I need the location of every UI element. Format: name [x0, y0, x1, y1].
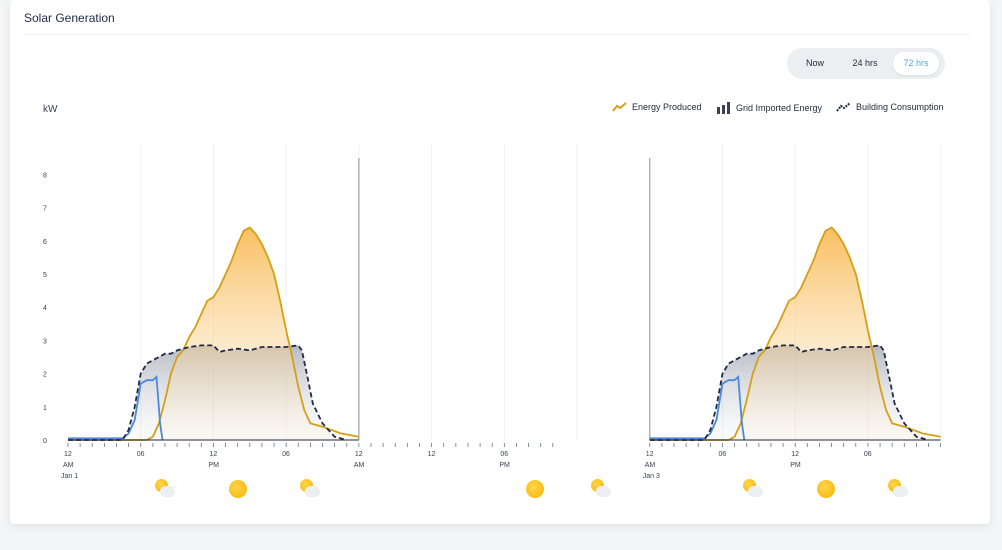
sun-icon — [815, 478, 837, 500]
partly-sunny-icon — [742, 478, 764, 500]
legend-label-produced: Energy Produced — [632, 102, 702, 112]
cloud-shape — [596, 486, 612, 497]
range-now-button[interactable]: Now — [805, 58, 824, 68]
y-tick-label: 2 — [43, 372, 47, 379]
produced-area — [649, 227, 941, 440]
energy-produced-icon — [612, 102, 627, 112]
x-tick-label: 12 — [428, 451, 436, 458]
partly-sunny-icon — [299, 478, 321, 500]
y-axis-ticks: 0 1 2 3 4 5 6 7 8 — [43, 172, 47, 445]
x-tick-label: 12 — [64, 451, 72, 458]
legend-label-grid: Grid Imported Energy — [736, 103, 823, 113]
y-tick-label: 8 — [43, 172, 47, 179]
cloud-shape — [893, 486, 909, 497]
partly-sunny-icon — [887, 478, 909, 500]
x-tick-label: 12 — [209, 451, 217, 458]
partly-sunny-icon — [154, 478, 176, 500]
range-72hrs-button[interactable]: 72 hrs — [893, 52, 939, 75]
x-tick-label: 12 — [355, 451, 363, 458]
partly-sunny-icon — [590, 478, 612, 500]
consumption-line — [68, 344, 348, 441]
legend-label-consumption: Building Consumption — [856, 102, 944, 112]
produced-line — [68, 226, 360, 441]
y-tick-label: 0 — [43, 438, 47, 445]
x-tick-label: 06 — [137, 451, 145, 458]
x-tick-sublabel: AM — [63, 462, 74, 469]
x-tick-sublabel: PM — [790, 462, 801, 469]
x-tick-sublabel: AM — [645, 462, 656, 469]
sun-disc — [816, 480, 835, 498]
x-tick-date: Jan 3 — [643, 473, 660, 480]
cloud-shape — [305, 486, 321, 497]
legend-energy-produced[interactable]: Energy Produced — [612, 102, 702, 112]
x-tick-label: 12 — [646, 451, 654, 458]
x-tick-label: 06 — [282, 451, 290, 458]
sun-icon — [524, 478, 546, 500]
x-tick-sublabel: PM — [208, 462, 219, 469]
series-lines — [68, 226, 941, 441]
card-title: Solar Generation — [24, 11, 115, 25]
sun-disc — [525, 480, 544, 498]
y-tick-label: 7 — [43, 206, 47, 213]
series-areas — [68, 227, 941, 440]
y-axis-label: kW — [43, 104, 58, 115]
x-tick-label: 12 — [791, 451, 799, 458]
y-tick-label: 1 — [43, 405, 47, 412]
sun-icon — [227, 478, 249, 500]
y-tick-label: 3 — [43, 338, 47, 345]
legend-building-consumption[interactable]: Building Consumption — [836, 102, 944, 112]
x-axis-ticks: 12 AM Jan 1 06 12 PM 06 12 AM 12 06 PM 12 AM Jan 3 06 12… — [61, 443, 942, 480]
x-tick-sublabel: AM — [354, 462, 365, 469]
cloud-shape — [747, 486, 763, 497]
produced-area — [68, 227, 359, 440]
consumption-icon — [836, 102, 851, 112]
sun-disc — [228, 480, 247, 498]
y-tick-label: 4 — [43, 305, 47, 312]
time-range-toggle: Now 24 hrs 72 hrs — [787, 48, 945, 79]
header-divider — [24, 34, 970, 35]
y-tick-label: 6 — [43, 239, 47, 246]
y-tick-label: 5 — [43, 272, 47, 279]
x-tick-date: Jan 1 — [61, 473, 78, 480]
x-tick-label: 06 — [864, 451, 872, 458]
legend-grid-imported[interactable]: Grid Imported Energy — [716, 102, 822, 114]
x-tick-label: 06 — [500, 451, 508, 458]
x-tick-sublabel: PM — [499, 462, 510, 469]
x-tick-label: 06 — [718, 451, 726, 458]
cloud-shape — [159, 486, 175, 497]
bar-chart-icon — [717, 102, 730, 114]
produced-line — [649, 226, 941, 441]
range-24hrs-button[interactable]: 24 hrs — [852, 58, 878, 68]
consumption-line — [649, 344, 929, 441]
